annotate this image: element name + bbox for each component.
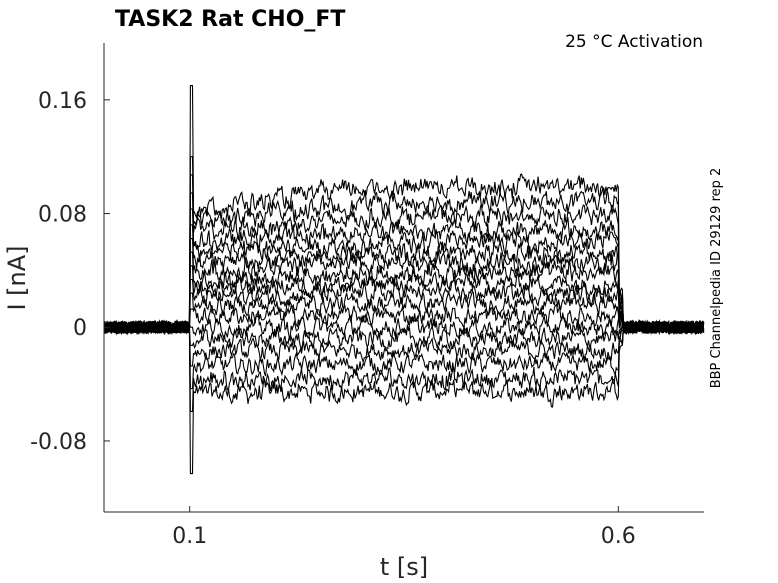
trace-group [103, 85, 705, 475]
y-axis-label: I [nA] [3, 245, 31, 310]
current-trace [103, 319, 705, 367]
y-ticks: -0.08 0 0.08 0.16 [30, 89, 110, 455]
current-trace [103, 320, 705, 353]
x-axis-label: t [s] [380, 553, 428, 581]
current-trace [103, 85, 705, 336]
current-trace [103, 319, 704, 390]
y-tick-label: 0 [73, 316, 87, 341]
current-trace [103, 265, 705, 336]
current-trace [103, 303, 705, 335]
current-trace [103, 238, 704, 336]
condition-annotation: 25 °C Activation [565, 32, 703, 52]
current-trace [103, 319, 705, 412]
current-trace [103, 278, 705, 336]
x-ticks: 0.1 0.6 [172, 506, 636, 549]
current-trace [103, 224, 705, 336]
current-trace [103, 174, 705, 336]
x-tick-label: 0.6 [601, 524, 636, 549]
y-tick-label: -0.08 [30, 430, 87, 455]
side-label: BBP Channelpedia ID 29129 rep 2 [709, 168, 724, 389]
current-trace [103, 156, 705, 336]
x-tick-label: 0.1 [172, 524, 207, 549]
current-trace [103, 208, 705, 335]
current-trace [103, 192, 705, 336]
chart-title: TASK2 Rat CHO_FT [115, 7, 345, 32]
current-trace [103, 313, 705, 340]
y-tick-label: 0.16 [38, 89, 87, 114]
axes [103, 43, 704, 513]
y-tick-label: 0.08 [38, 203, 87, 228]
current-trace [103, 319, 705, 475]
current-trace [103, 290, 705, 335]
